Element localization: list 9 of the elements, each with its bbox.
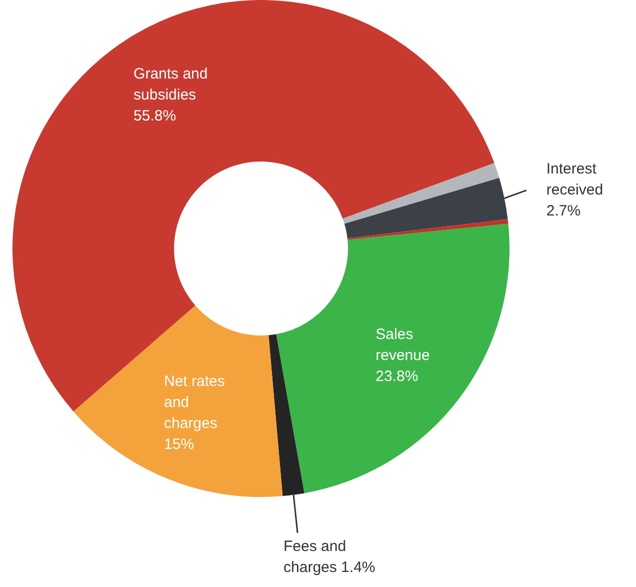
slice-label: Net rates and charges bbox=[164, 372, 225, 432]
slice-label: Fees and charges 1.4% bbox=[284, 538, 376, 576]
data-label: 2.7% bbox=[546, 202, 581, 220]
slice-label: Sales revenue bbox=[376, 326, 430, 364]
slice-label: Interest received bbox=[546, 160, 604, 198]
data-label: 55.8% bbox=[134, 108, 176, 125]
data-label: 23.8% bbox=[376, 368, 418, 385]
data-label: 15% bbox=[164, 436, 194, 453]
slice-label: Grants and subsidies bbox=[134, 66, 208, 104]
